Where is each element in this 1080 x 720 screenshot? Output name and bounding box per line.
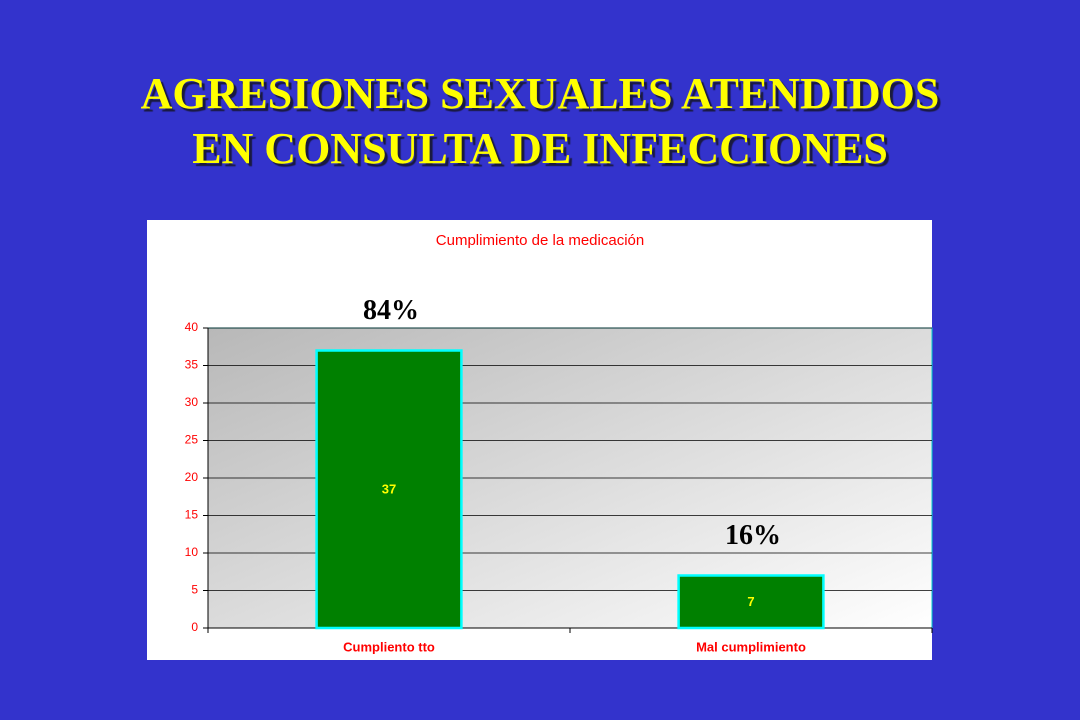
x-tick-label: Cumpliento tto xyxy=(343,639,435,654)
bar xyxy=(677,574,825,630)
y-tick-label: 35 xyxy=(185,358,199,372)
y-tick-label: 25 xyxy=(185,433,199,447)
y-tick-label: 15 xyxy=(185,508,199,522)
y-tick-label: 40 xyxy=(185,320,199,334)
y-tick-label: 0 xyxy=(191,620,198,634)
percent-label: 16% xyxy=(725,520,781,551)
y-tick-label: 10 xyxy=(185,545,199,559)
chart-title: Cumplimiento de la medicación xyxy=(436,232,644,249)
slide-title: EN CONSULTA DE INFECCIONES xyxy=(192,124,888,173)
slide-title: AGRESIONES SEXUALES ATENDIDOS xyxy=(140,69,940,118)
data-label: 7 xyxy=(747,594,754,609)
y-tick-label: 20 xyxy=(185,470,199,484)
bar xyxy=(315,349,463,630)
x-tick-label: Mal cumplimiento xyxy=(696,639,806,654)
y-tick-label: 30 xyxy=(185,395,199,409)
data-label: 37 xyxy=(382,482,396,497)
y-tick-label: 5 xyxy=(191,583,198,597)
percent-label: 84% xyxy=(363,295,419,326)
